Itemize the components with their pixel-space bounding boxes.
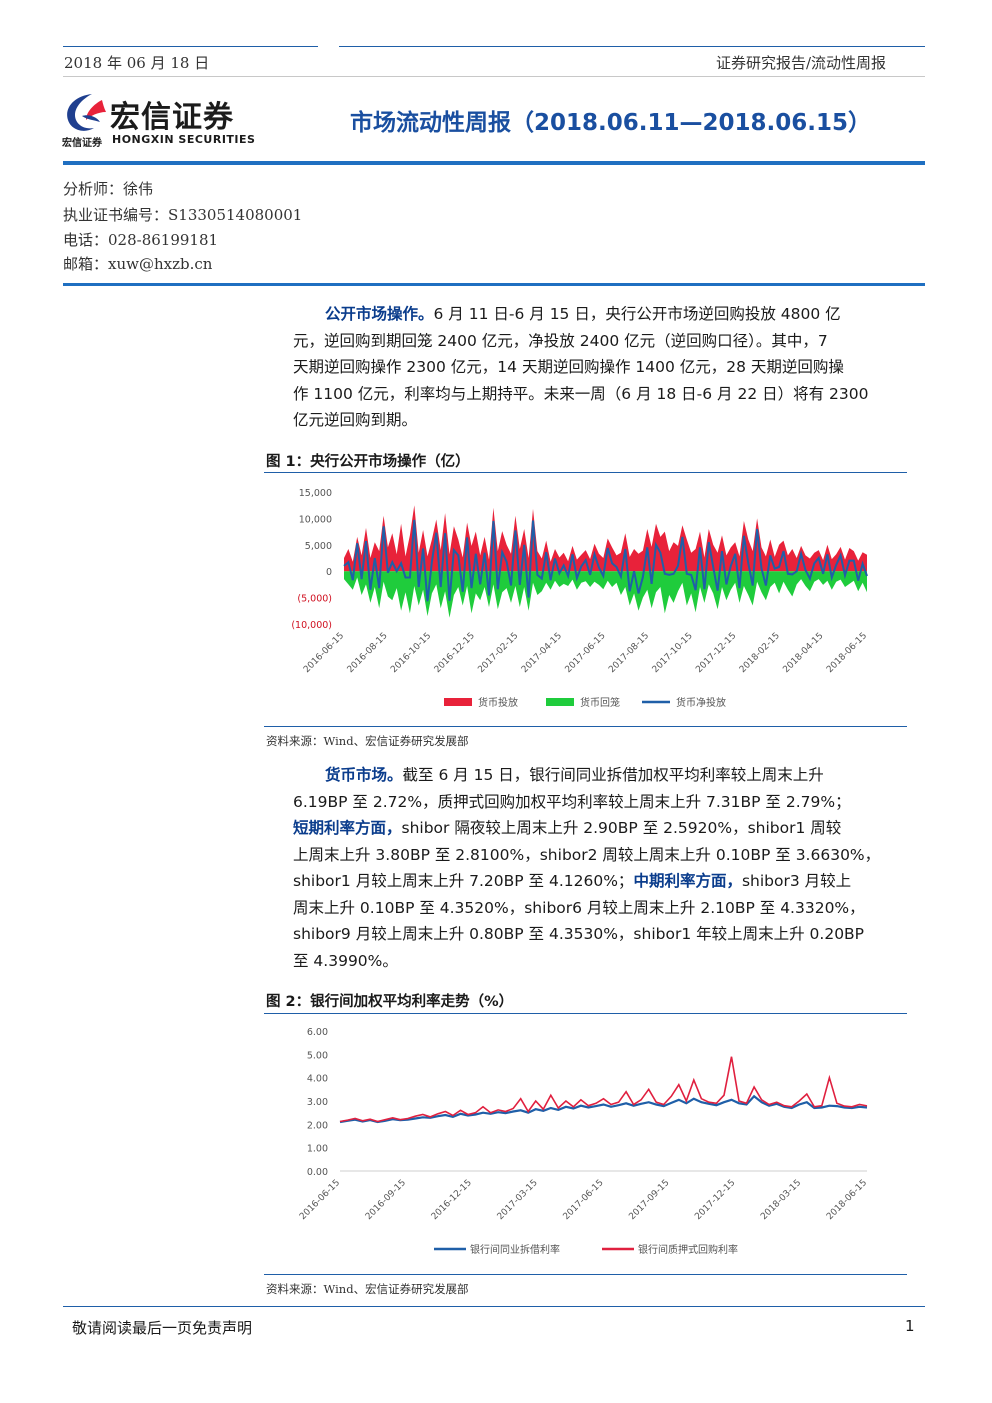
para2-line1: 截至 6 月 15 日，银行间同业拆借加权平均利率较上周末上升	[402, 766, 824, 784]
footer-disclaimer: 敬请阅读最后一页免责声明	[72, 1319, 253, 1337]
fig2-repo-rate-line	[339, 1056, 868, 1123]
para1-line2: 元，逆回购到期回笼 2400 亿元，净投放 2400 亿元（逆回购口径）。其中，…	[293, 331, 828, 350]
fig1-x-tick-label: 2017-12-15	[694, 631, 738, 675]
fig2-bottom-rule	[264, 1274, 907, 1275]
fig2-y-tick-label: 2.00	[307, 1120, 328, 1131]
fig2-y-tick-label: 4.00	[307, 1074, 328, 1085]
report-title: 市场流动性周报（2018.06.11—2018.06.15）	[350, 110, 872, 136]
fig2-x-tick-label: 2017-12-15	[693, 1178, 737, 1222]
fig1-x-tick-label: 2016-12-15	[433, 631, 477, 675]
para2-line6: 周末上升 0.10BP 至 4.3520%，shibor6 月较上周末上升 2.…	[293, 898, 865, 917]
open-market-paragraph: 公开市场操作。6 月 11 日-6 月 15 日，央行公开市场逆回购投放 480…	[293, 301, 900, 434]
fig1-withdrawal-area	[344, 571, 867, 618]
fig1-bottom-rule	[264, 726, 907, 727]
fig1-x-tick-label: 2016-10-15	[389, 631, 433, 675]
fig1-y-tick-label: 0	[326, 567, 332, 578]
company-logo: 宏信证券 宏信证券 HONGXIN SECURITIES	[62, 88, 272, 150]
fig2-x-tick-label: 2017-09-15	[627, 1178, 671, 1222]
fig2-top-rule	[264, 1013, 907, 1014]
para2-line2: 6.19BP 至 2.72%，质押式回购加权平均利率较上周末上升 7.31BP …	[293, 792, 851, 811]
fig1-x-tick-label: 2018-02-15	[738, 631, 782, 675]
report-category: 证券研究报告/流动性周报	[716, 54, 887, 72]
fig2-y-tick-label: 0.00	[307, 1167, 328, 1178]
fig1-net-line	[343, 519, 868, 602]
fig1-y-tick-label: (10,000)	[291, 620, 332, 631]
fig2-legend-label: 银行间同业拆借利率	[470, 1243, 560, 1256]
fig2-x-tick-label: 2018-06-15	[825, 1178, 869, 1222]
fig1-legend-swatch	[546, 698, 574, 706]
header-divider-right	[339, 46, 925, 47]
fig2-interbank-rate-line	[339, 1094, 868, 1124]
fig1-y-tick-label: 10,000	[299, 514, 332, 525]
analyst-license: 执业证书编号：S1330514080001	[63, 206, 303, 224]
para1-line5: 亿元逆回购到期。	[293, 411, 418, 429]
para2-line5a: shibor1 月较上周末上升 7.20BP 至 4.1260%；	[293, 872, 634, 890]
report-date: 2018 年 06 月 18 日	[64, 54, 210, 72]
fig2-y-tick-label: 3.00	[307, 1097, 328, 1108]
fig2-y-tick-label: 1.00	[307, 1144, 328, 1155]
fig2-x-tick-label: 2017-03-15	[496, 1178, 540, 1222]
para1-line1: 6 月 11 日-6 月 15 日，央行公开市场逆回购投放 4800 亿	[433, 305, 841, 323]
fig1-legend-swatch	[444, 698, 472, 706]
fig1-source: 资料来源：Wind、宏信证券研究发展部	[266, 734, 469, 748]
fig2-y-tick-label: 6.00	[307, 1027, 328, 1038]
para2-line7: shibor9 月较上周末上升 0.80BP 至 4.3530%，shibor1…	[293, 925, 865, 943]
fig1-x-tick-label: 2018-06-15	[825, 631, 869, 675]
author-divider	[63, 283, 925, 286]
fig1-legend-label: 货币回笼	[580, 696, 620, 709]
logo-name-small: 宏信证券	[62, 138, 102, 149]
fig2-x-tick-label: 2017-06-15	[562, 1178, 606, 1222]
para1-line4: 作 1100 亿元，利率均与上期持平。未来一周（6 月 18 日-6 月 22 …	[293, 384, 869, 403]
fig1-x-tick-label: 2016-06-15	[302, 631, 346, 675]
fig1-x-tick-label: 2017-04-15	[520, 631, 564, 675]
page-number: 1	[905, 1317, 915, 1335]
fig1-x-tick-label: 2017-02-15	[476, 631, 520, 675]
fig2-x-tick-label: 2018-03-15	[759, 1178, 803, 1222]
fig2-x-tick-label: 2016-09-15	[364, 1178, 408, 1222]
fig2-title: 图 2：银行间加权平均利率走势（%）	[266, 994, 514, 1010]
money-market-paragraph: 货币市场。截至 6 月 15 日，银行间同业拆借加权平均利率较上周末上升 6.1…	[293, 762, 900, 974]
fig1-top-rule	[264, 472, 907, 473]
fig1-y-tick-label: (5,000)	[297, 594, 332, 605]
fig1-legend-label: 货币投放	[478, 696, 518, 709]
fig2-legend-label: 银行间质押式回购利率	[638, 1243, 738, 1256]
para2-line8: 至 4.3990%。	[293, 951, 398, 970]
fig1-title: 图 1：央行公开市场操作（亿）	[266, 454, 470, 470]
header-divider-left	[63, 46, 318, 47]
logo-mark-icon	[67, 94, 106, 131]
mid-term-lead: 中期利率方面，	[633, 872, 742, 890]
fig1-x-tick-label: 2017-10-15	[651, 631, 695, 675]
header-rule	[63, 76, 925, 77]
fig1-chart: 15,000 10,000 5,000 0 (5,000) (10,000)2016-06…	[291, 488, 869, 709]
para1-line3: 天期逆回购操作 2300 亿元，14 天期逆回购操作 1400 亿元，28 天期…	[293, 358, 844, 376]
logo-name-cn: 宏信证券	[110, 100, 234, 135]
fig1-x-tick-label: 2016-08-15	[346, 631, 390, 675]
analyst-email: 邮箱：xuw@hxzb.cn	[63, 255, 213, 273]
fig2-source: 资料来源：Wind、宏信证券研究发展部	[266, 1282, 469, 1296]
fig2-y-tick-label: 5.00	[307, 1050, 328, 1061]
fig1-y-tick-label: 15,000	[299, 488, 332, 499]
short-term-lead: 短期利率方面，	[293, 819, 402, 837]
fig2-x-tick-label: 2016-12-15	[430, 1178, 474, 1222]
logo-name-en: HONGXIN SECURITIES	[112, 133, 256, 146]
para2-line5c: shibor3 月较上	[741, 872, 852, 890]
analyst-phone: 电话：028-86199181	[63, 231, 219, 249]
open-market-lead: 公开市场操作。	[325, 305, 434, 323]
fig1-x-tick-label: 2018-04-15	[781, 631, 825, 675]
fig2-x-tick-label: 2016-06-15	[298, 1178, 342, 1222]
para2-line3: shibor 隔夜较上周末上升 2.90BP 至 2.5920%，shibor1…	[401, 819, 842, 837]
fig1-x-tick-label: 2017-06-15	[564, 631, 608, 675]
fig1-x-tick-label: 2017-08-15	[607, 631, 651, 675]
fig1-y-tick-label: 5,000	[305, 541, 332, 552]
fig1-legend-label: 货币净投放	[676, 696, 726, 709]
para2-line4: 上周末上升 3.80BP 至 2.8100%，shibor2 周较上周末上升 0…	[293, 845, 881, 864]
money-market-lead: 货币市场。	[325, 766, 403, 784]
analyst-name: 分析师：徐伟	[63, 180, 154, 198]
footer-rule	[63, 1306, 925, 1307]
title-divider	[63, 161, 925, 165]
